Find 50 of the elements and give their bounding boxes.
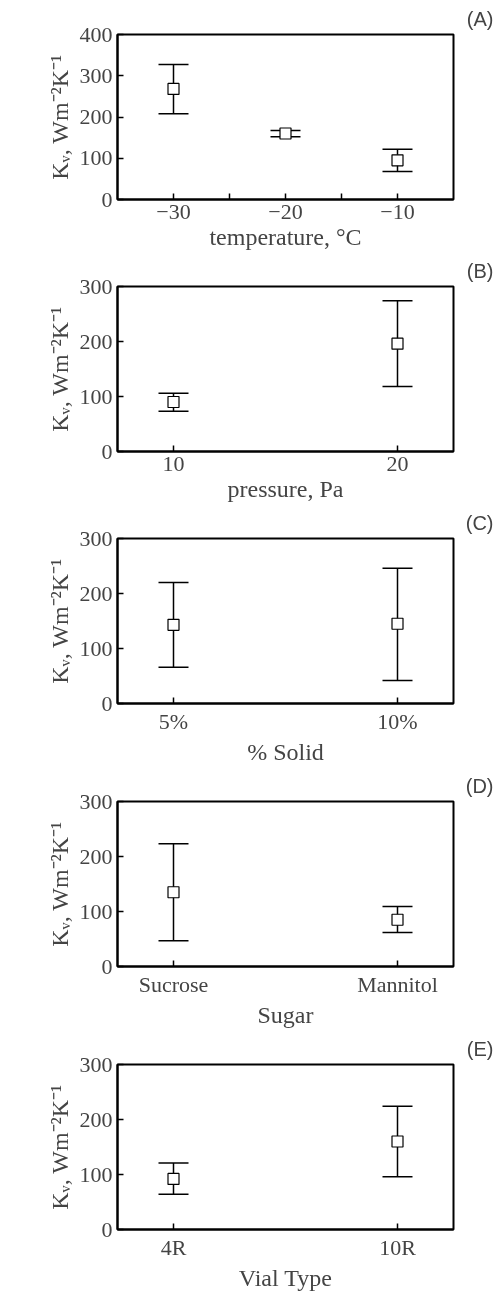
point (167, 82, 180, 96)
y-tick-label: 100 (79, 145, 113, 171)
y-axis-title: Kᵥ, Wm⁻²K⁻¹ (46, 558, 73, 684)
x-axis-title: temperature, °C (209, 223, 362, 250)
y-tick-label: 400 (79, 21, 113, 47)
y-tick-label: 0 (101, 690, 113, 716)
y-tick-label: 100 (79, 635, 113, 661)
y-tick-label: 100 (79, 1161, 113, 1187)
y-tick-label: 0 (101, 1216, 113, 1242)
x-tick-label: 20 (386, 450, 409, 476)
y-tick-label: 300 (79, 62, 113, 88)
x-tick-label: 10 (162, 450, 185, 476)
y-tick-label: 200 (79, 104, 113, 129)
x-axis-title: Vial Type (238, 1264, 332, 1291)
x-tick-label: 10R (379, 1234, 417, 1260)
text: (A) (466, 7, 493, 30)
text: (D) (465, 774, 493, 797)
y-axis-title: Kᵥ, Wm⁻²K⁻¹ (46, 306, 73, 432)
x-tick-label: 10% (377, 708, 418, 734)
x-tick-label: −10 (380, 198, 415, 224)
y-tick-label: 0 (101, 438, 113, 464)
text: (B) (466, 259, 493, 282)
point (391, 154, 404, 167)
y-tick-label: 300 (79, 273, 113, 299)
y-tick-label: 200 (79, 843, 113, 869)
y-tick-label: 100 (79, 383, 113, 409)
y-tick-label: 100 (79, 898, 113, 924)
y-tick-label: 200 (79, 328, 113, 354)
y-tick-label: 200 (79, 1106, 113, 1132)
x-tick-label: 5% (158, 708, 189, 734)
x-axis-title: pressure, Pa (227, 475, 344, 502)
x-tick-label: Sucrose (138, 971, 209, 997)
y-axis-title: Kᵥ, Wm⁻²K⁻¹ (46, 1084, 73, 1210)
text: (C) (465, 511, 493, 534)
y-tick-label: 200 (79, 580, 113, 606)
x-tick-label: Mannitol (357, 971, 438, 997)
x-tick-label: 4R (160, 1234, 187, 1260)
x-axis-title: Sugar (257, 1001, 314, 1028)
y-tick-label: 300 (79, 525, 113, 551)
y-tick-label: 0 (101, 186, 113, 212)
y-axis-title: Kᵥ, Wm⁻²K⁻¹ (46, 54, 73, 180)
text: (E) (466, 1037, 493, 1060)
y-tick-label: 0 (101, 953, 113, 979)
x-tick-label: −20 (268, 198, 303, 224)
y-axis-title: Kᵥ, Wm⁻²K⁻¹ (46, 821, 73, 947)
y-tick-label: 300 (79, 1051, 113, 1077)
point (279, 127, 292, 140)
y-tick-label: 300 (79, 788, 113, 814)
x-axis-title: % Solid (247, 738, 324, 765)
x-tick-label: −30 (156, 198, 191, 224)
